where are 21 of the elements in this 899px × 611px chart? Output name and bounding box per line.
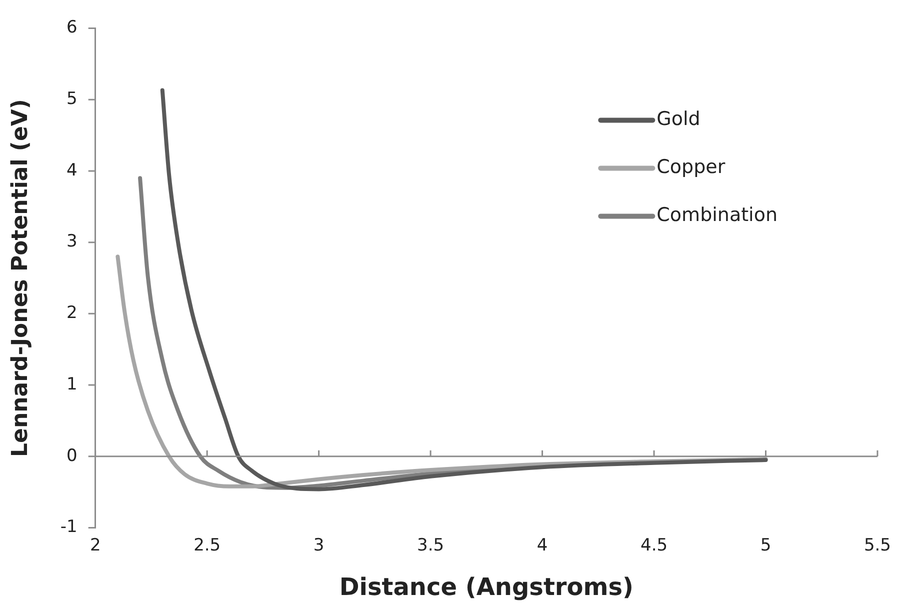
x-tick-label: 4 (536, 535, 548, 556)
legend-label: Combination (656, 204, 778, 226)
y-tick-label: -1 (60, 517, 78, 538)
y-tick-label: 3 (66, 232, 78, 252)
x-tick-label: 3.5 (417, 535, 444, 556)
y-tick-label: 4 (66, 160, 78, 180)
y-tick-label: 1 (66, 374, 78, 394)
x-tick-label: 4.5 (640, 535, 668, 556)
x-axis-title: Distance (Angstroms) (339, 572, 634, 601)
x-tick-label: 5 (760, 535, 772, 556)
legend-label: Copper (656, 156, 726, 178)
y-tick-label: 5 (66, 88, 78, 109)
y-tick-label: 6 (66, 18, 78, 38)
x-tick-label: 3 (313, 535, 324, 556)
y-tick-label: 0 (66, 446, 78, 466)
x-tick-label: 2.5 (194, 535, 221, 556)
y-axis-title: Lennard-Jones Potential (eV) (8, 99, 33, 457)
y-tick-label: 2 (66, 303, 78, 324)
x-tick-label: 2 (90, 535, 101, 556)
legend-label: Gold (656, 108, 700, 130)
x-tick-label: 5.5 (864, 535, 892, 556)
